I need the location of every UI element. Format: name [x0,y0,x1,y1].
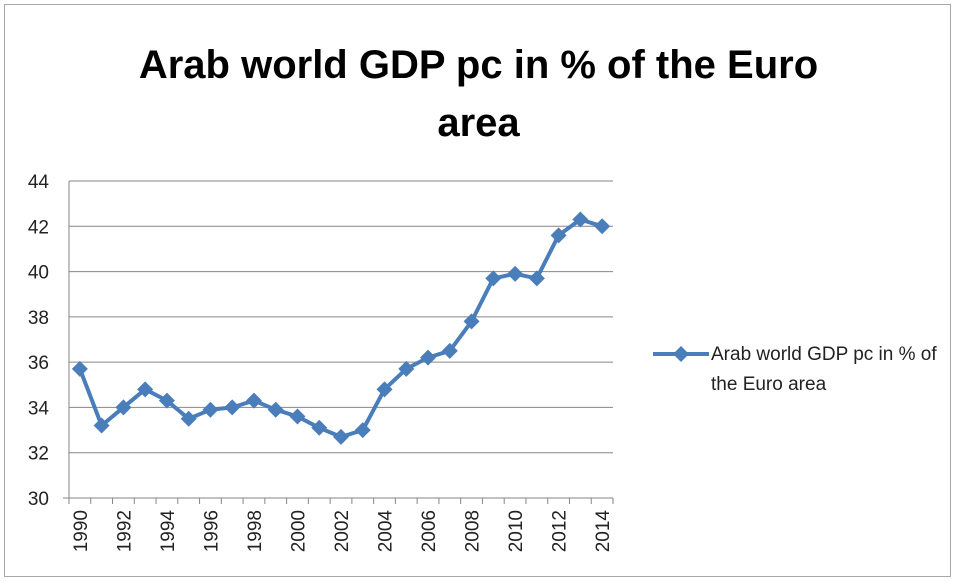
data-point-marker [441,342,458,359]
x-tick-label: 1998 [245,510,266,552]
x-tick-label: 1994 [158,510,179,553]
x-tick-label: 2004 [376,510,397,553]
x-tick-label: 2006 [419,510,440,552]
data-point-marker [333,428,349,445]
data-point-marker [71,360,88,377]
data-point-marker [289,408,306,425]
data-point-marker [224,399,241,416]
data-point-marker [93,417,110,434]
data-point-marker [180,410,197,427]
data-point-marker [311,419,328,436]
data-point-marker [245,392,262,409]
y-tick-label: 32 [28,444,49,465]
data-point-marker [485,270,502,287]
data-point-marker [376,381,393,398]
data-point-marker [572,211,589,228]
x-tick-label: 1990 [71,510,92,552]
y-tick-label: 40 [28,263,49,284]
chart-title: Arab world GDP pc in % of the Euro area [0,36,957,152]
x-tick-label: 2000 [288,510,309,552]
data-point-marker [398,360,415,377]
y-tick-label: 44 [28,172,50,193]
data-point-marker [550,227,567,244]
data-point-marker [354,422,371,439]
x-tick-label: 2008 [463,510,484,552]
legend-line-marker [653,346,709,362]
data-point-marker [594,218,611,235]
data-point-marker [115,399,132,416]
x-tick-label: 1996 [201,510,222,552]
legend-label: Arab world GDP pc in % of the Euro area [711,344,937,395]
data-point-marker [137,381,154,398]
y-tick-label: 30 [28,489,49,510]
x-tick-label: 2010 [506,510,527,552]
data-point-marker [507,265,524,282]
data-point-marker [267,401,284,418]
chart-area [4,4,951,577]
data-point-marker [528,270,545,287]
series-line [78,217,603,439]
chart-title-line-1: Arab world GDP pc in % of the Euro [138,43,819,87]
y-tick-label: 42 [28,217,49,238]
y-tick-label: 34 [28,398,50,419]
x-tick-label: 2002 [332,510,353,552]
y-tick-label: 38 [28,308,49,329]
y-tick-label: 36 [28,353,49,374]
x-tick-label: 2014 [593,510,614,553]
x-tick-label: 1992 [114,510,135,552]
data-point-marker [202,401,219,418]
data-point-marker [420,349,437,366]
data-point-marker [158,392,175,409]
data-point-marker [463,313,480,330]
chart-title-line-2: area [437,101,520,145]
x-tick-label: 2012 [550,510,571,552]
